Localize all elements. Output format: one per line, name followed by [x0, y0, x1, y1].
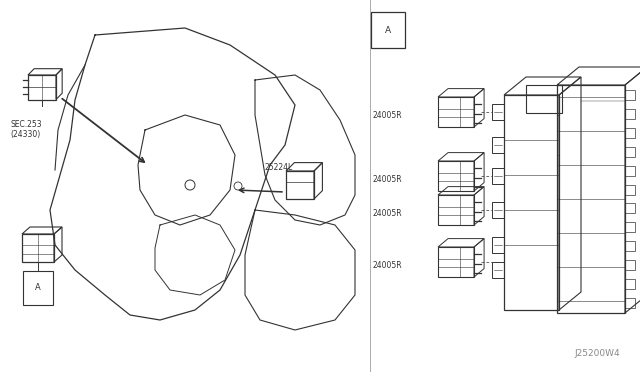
Bar	[28, 75, 56, 99]
Bar	[438, 97, 474, 127]
Bar	[557, 85, 625, 313]
Bar	[492, 262, 504, 278]
Bar	[625, 241, 635, 251]
Bar	[625, 128, 635, 138]
Text: A: A	[35, 283, 41, 292]
Text: 25224L: 25224L	[265, 163, 293, 172]
Bar	[625, 203, 635, 214]
Bar	[625, 298, 635, 308]
Bar	[438, 195, 474, 225]
Bar	[625, 166, 635, 176]
Bar	[492, 137, 504, 153]
Text: 24005R: 24005R	[372, 260, 402, 269]
Bar	[492, 104, 504, 120]
Bar	[625, 109, 635, 119]
Text: SEC.253
(24330): SEC.253 (24330)	[10, 120, 42, 140]
Bar	[438, 161, 474, 191]
Bar	[492, 168, 504, 184]
Bar	[286, 171, 314, 199]
Text: 24005R: 24005R	[372, 174, 402, 183]
Bar	[438, 247, 474, 277]
Bar	[492, 202, 504, 218]
Bar	[625, 147, 635, 157]
Bar	[625, 185, 635, 195]
Text: 24005R: 24005R	[372, 208, 402, 218]
Bar	[625, 90, 635, 100]
Text: 24005R: 24005R	[372, 110, 402, 119]
Bar	[625, 279, 635, 289]
Bar	[625, 260, 635, 270]
Bar	[625, 222, 635, 232]
Bar	[504, 95, 559, 310]
Bar	[526, 85, 562, 113]
Bar	[22, 234, 54, 262]
Text: J25200W4: J25200W4	[574, 349, 620, 358]
Text: A: A	[385, 26, 391, 35]
Bar	[492, 237, 504, 253]
